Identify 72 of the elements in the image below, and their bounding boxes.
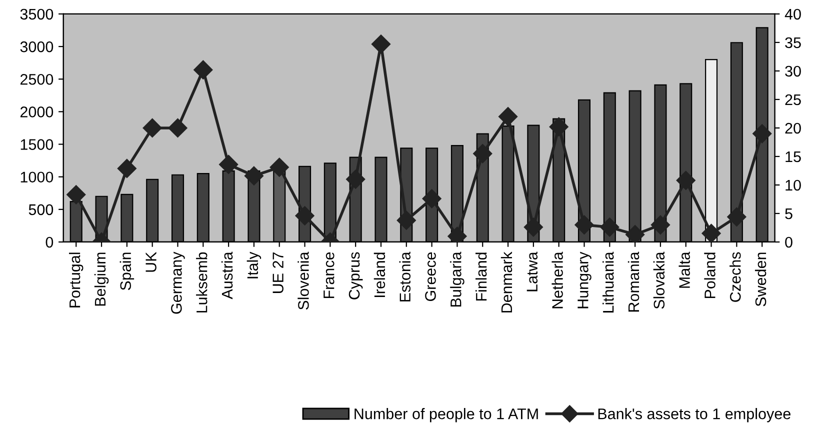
point [702, 224, 721, 242]
y-tick-label: 2000 [20, 106, 54, 118]
y2-tick-label: 40 [784, 8, 801, 20]
y2-tick-label: 30 [785, 66, 801, 77]
y2-tick-label: 25 [785, 94, 801, 106]
point [473, 144, 492, 164]
point [574, 215, 594, 234]
point [194, 60, 213, 80]
x-tick-label: Denmark [500, 252, 512, 312]
x-tick-label: Latwa [526, 252, 538, 292]
point [371, 34, 391, 54]
x-tick-label: Czechs [730, 252, 741, 302]
legend-label: Bank's assets to 1 employee [598, 408, 790, 422]
point [295, 206, 314, 226]
x-tick-label: Bulgaria [450, 252, 464, 306]
x-tick-label: Slovakia [653, 252, 665, 309]
y-tick-label: 3500 [20, 8, 54, 20]
x-tick-label: Malta [678, 252, 690, 288]
point [752, 124, 772, 144]
y-tick-label: 3000 [20, 41, 54, 52]
x-tick-label: Netherla [552, 252, 563, 308]
x-tick-label: Lithuania [602, 252, 614, 312]
x-tick-label: Luksemb [196, 252, 208, 312]
x-tick-label: Cyprus [348, 252, 363, 300]
x-tick-label: Italy [246, 252, 262, 278]
y2-tick-label: 5 [785, 208, 792, 220]
x-tick-label: Poland [704, 252, 716, 298]
point [270, 158, 289, 177]
point [396, 210, 416, 230]
x-tick-label: Ireland [374, 252, 386, 297]
x-tick-label: Austria [221, 252, 233, 300]
point [219, 154, 238, 174]
point [168, 118, 188, 138]
x-tick-label: France [324, 252, 334, 298]
y2-tick-label: 10 [786, 180, 801, 191]
y2-tick-label: 35 [785, 37, 801, 48]
y-tick-label: 1500 [20, 139, 54, 150]
x-tick-label: Finland [475, 252, 487, 301]
x-tick-label: Belgium [94, 252, 109, 306]
point [142, 118, 162, 138]
point [524, 218, 543, 237]
y-tick-label: 0 [46, 236, 54, 248]
x-tick-label: Germany [171, 252, 185, 314]
y-tick-label: 1000 [20, 172, 54, 183]
point [676, 170, 696, 190]
point [244, 166, 264, 186]
point [117, 158, 136, 178]
x-tick-label: UK [146, 252, 156, 272]
point [727, 207, 746, 226]
x-tick-label: Spain [120, 252, 134, 290]
x-tick-label: Estonia [399, 252, 410, 302]
y2-tick-label: 0 [785, 236, 792, 248]
y-tick-label: 2500 [20, 74, 54, 85]
point [600, 218, 620, 237]
y2-tick-label: 20 [785, 122, 801, 134]
x-tick-label: Hungary [578, 252, 592, 308]
point [549, 117, 568, 136]
x-tick-label: Slovenia [298, 252, 309, 310]
point [346, 170, 366, 189]
x-tick-label: Sweden [754, 252, 766, 306]
x-tick-label: UE 27 [272, 252, 284, 293]
x-tick-label: Romania [628, 252, 640, 312]
x-tick-label: Portugal [68, 252, 84, 308]
legend-label: Number of people to 1 ATM [354, 408, 538, 422]
point [422, 189, 442, 208]
point [66, 185, 86, 204]
point [498, 107, 518, 126]
x-tick-label: Greece [425, 252, 436, 302]
point [650, 215, 670, 234]
y-tick-label: 500 [28, 204, 54, 216]
y2-tick-label: 15 [786, 151, 801, 162]
point [626, 225, 645, 242]
